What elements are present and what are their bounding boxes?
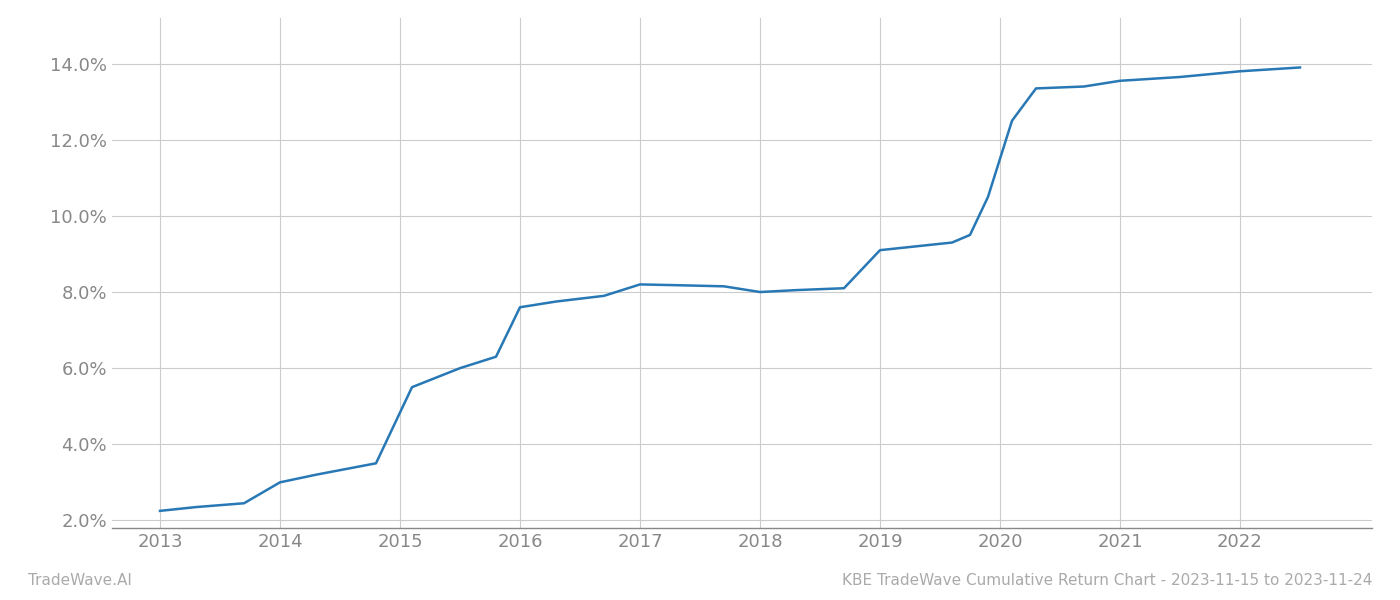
Text: KBE TradeWave Cumulative Return Chart - 2023-11-15 to 2023-11-24: KBE TradeWave Cumulative Return Chart - … (841, 573, 1372, 588)
Text: TradeWave.AI: TradeWave.AI (28, 573, 132, 588)
